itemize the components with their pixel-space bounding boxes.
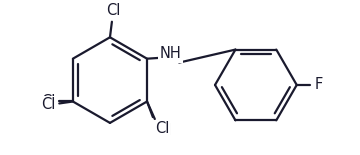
Text: F: F [314,78,323,93]
Text: Cl: Cl [106,3,120,18]
Text: Cl: Cl [41,97,55,112]
Text: Cl: Cl [155,121,169,136]
Text: NH: NH [159,46,181,61]
Text: Cl: Cl [41,94,55,109]
Text: Cl: Cl [157,123,171,138]
